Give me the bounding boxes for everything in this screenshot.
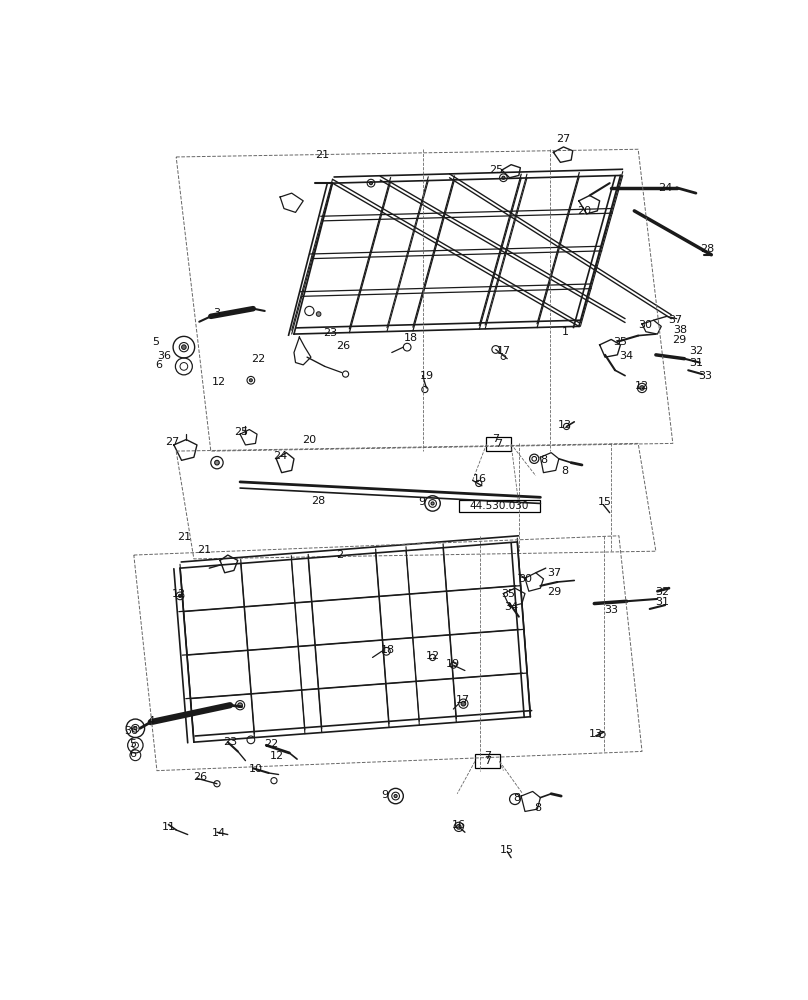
Circle shape [394,795,398,798]
Text: 14: 14 [212,828,225,838]
Text: 12: 12 [270,751,284,761]
Text: 26: 26 [193,772,207,782]
Text: 37: 37 [668,315,682,325]
Text: 7: 7 [492,434,499,444]
Text: 3: 3 [213,308,221,318]
Circle shape [316,312,321,316]
Bar [486,437,511,451]
Circle shape [238,703,242,708]
Text: 36: 36 [124,726,137,736]
Text: 4: 4 [147,716,154,726]
Text: 12: 12 [212,377,225,387]
Text: 17: 17 [457,695,470,705]
Text: 21: 21 [198,545,212,555]
Circle shape [502,176,505,179]
Text: 12: 12 [635,381,649,391]
Text: 33: 33 [698,371,712,381]
Bar [475,754,499,768]
Text: 34: 34 [504,602,518,612]
Text: 26: 26 [336,341,351,351]
Text: 44.530.030: 44.530.030 [469,501,528,511]
Text: 35: 35 [613,337,628,347]
Text: 24: 24 [658,183,672,193]
Text: 21: 21 [177,532,191,542]
Text: 25: 25 [489,165,503,175]
Text: 1: 1 [562,327,569,337]
Text: 25: 25 [234,427,249,437]
Circle shape [457,825,461,829]
Circle shape [461,701,465,706]
Text: 8: 8 [540,455,547,465]
Text: 9: 9 [419,497,425,507]
Text: 22: 22 [263,739,278,749]
Text: 35: 35 [501,589,515,599]
Circle shape [431,502,434,505]
Text: 13: 13 [589,729,603,739]
Text: 34: 34 [620,351,633,361]
Circle shape [182,345,186,349]
Text: 12: 12 [426,651,440,661]
Text: 15: 15 [598,497,612,507]
Text: 23: 23 [323,328,337,338]
Text: 27: 27 [557,134,570,144]
Bar [459,500,540,512]
Circle shape [369,182,372,185]
Text: 7: 7 [495,439,503,449]
Text: 32: 32 [689,346,703,356]
Text: 19: 19 [419,371,433,381]
Text: 6: 6 [155,360,162,370]
Text: 28: 28 [312,496,326,506]
Text: 33: 33 [604,605,618,615]
Text: 15: 15 [500,845,514,855]
Text: 29: 29 [547,587,562,597]
Text: 7: 7 [484,756,490,766]
Text: 30: 30 [638,320,652,330]
Circle shape [179,594,182,597]
Text: 38: 38 [673,325,688,335]
Text: 11: 11 [162,822,175,832]
Text: 31: 31 [689,358,703,368]
Text: 20: 20 [302,435,317,445]
Text: 36: 36 [158,351,171,361]
Text: 32: 32 [655,587,669,597]
Text: 29: 29 [672,335,686,345]
Circle shape [215,460,219,465]
Text: 21: 21 [315,150,330,160]
Text: 37: 37 [547,568,562,578]
Text: 17: 17 [496,346,511,356]
Text: 8: 8 [513,793,520,803]
Text: 27: 27 [165,437,179,447]
Text: 18: 18 [381,645,395,655]
Text: 16: 16 [473,474,487,484]
Text: 6: 6 [128,749,136,759]
Text: 24: 24 [273,451,288,461]
Text: 9: 9 [381,790,389,800]
Text: 16: 16 [452,820,465,830]
Circle shape [250,379,252,382]
Text: 20: 20 [577,206,591,216]
Text: 22: 22 [251,354,266,364]
Text: 7: 7 [484,751,490,761]
Text: 10: 10 [249,764,263,774]
Circle shape [640,386,644,390]
Circle shape [134,727,137,730]
Text: 5: 5 [128,739,136,749]
Text: 5: 5 [152,337,159,347]
Text: 12: 12 [171,589,186,599]
Text: 28: 28 [701,244,714,254]
Text: 31: 31 [655,597,669,607]
Text: 18: 18 [404,333,418,343]
Text: 8: 8 [535,803,541,813]
Text: 2: 2 [337,550,343,560]
Text: 19: 19 [446,659,461,669]
Text: 30: 30 [518,574,532,584]
Text: 8: 8 [562,466,569,476]
Text: 13: 13 [558,420,572,430]
Text: 23: 23 [223,737,237,747]
